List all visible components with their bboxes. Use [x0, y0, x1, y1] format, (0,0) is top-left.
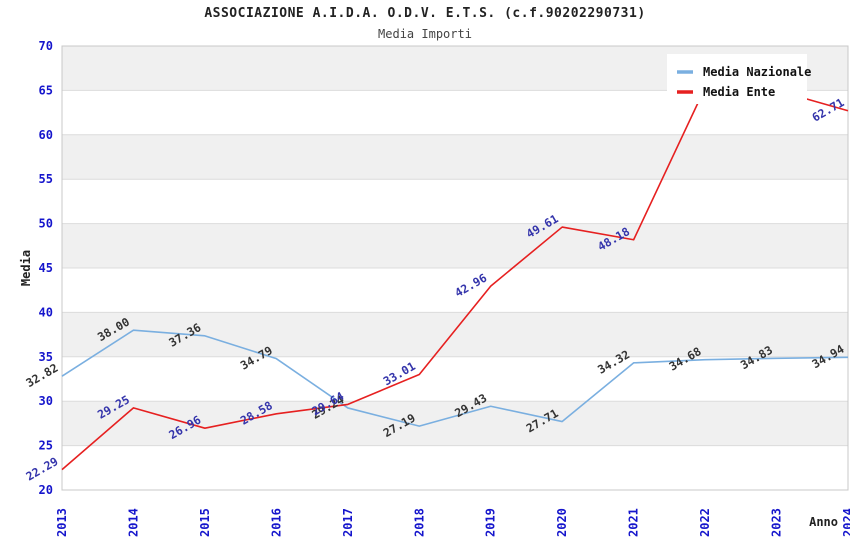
plot-border — [61, 45, 849, 491]
x-tick-label: 2022 — [698, 508, 712, 537]
x-tick-label: 2024 — [841, 508, 850, 537]
data-point-label: 32.82 — [24, 361, 61, 390]
x-tick-label: 2014 — [126, 508, 140, 537]
legend-label: Media Ente — [703, 85, 775, 99]
data-point-label: 22.29 — [24, 454, 61, 483]
x-tick-label: 2017 — [341, 508, 355, 537]
chart-subtitle: Media Importi — [378, 27, 472, 41]
x-tick-label: 2018 — [412, 508, 426, 537]
y-tick-label: 70 — [39, 39, 53, 53]
series-line — [61, 329, 849, 427]
y-tick-label: 50 — [39, 217, 53, 231]
x-tick-label: 2021 — [627, 508, 641, 537]
x-tick-label: 2020 — [555, 508, 569, 537]
y-tick-label: 40 — [39, 305, 53, 319]
x-tick-label: 2019 — [484, 508, 498, 537]
legend: Media Nazionale Media Ente — [667, 54, 811, 104]
plot-band — [62, 223, 848, 268]
x-tick-label: 2015 — [198, 508, 212, 537]
data-point-label: 62.71 — [810, 95, 847, 124]
y-axis-title: Media — [19, 250, 33, 286]
y-tick-label: 25 — [39, 439, 53, 453]
y-tick-label: 60 — [39, 128, 53, 142]
y-tick-label: 20 — [39, 483, 53, 497]
data-point-label: 33.01 — [381, 359, 418, 388]
x-axis-title: Anno — [809, 515, 838, 529]
y-tick-label: 35 — [39, 350, 53, 364]
x-tick-label: 2016 — [269, 508, 283, 537]
plot-band — [62, 401, 848, 446]
x-tick-label: 2013 — [55, 508, 69, 537]
y-tick-label: 30 — [39, 394, 53, 408]
x-tick-label: 2023 — [770, 508, 784, 537]
y-tick-label: 55 — [39, 172, 53, 186]
legend-label: Media Nazionale — [703, 65, 811, 79]
y-tick-label: 45 — [39, 261, 53, 275]
chart-title: ASSOCIAZIONE A.I.D.A. O.D.V. E.T.S. (c.f… — [204, 6, 646, 21]
y-tick-label: 65 — [39, 83, 53, 97]
plot-band — [62, 134, 848, 180]
legend-box — [667, 54, 807, 104]
